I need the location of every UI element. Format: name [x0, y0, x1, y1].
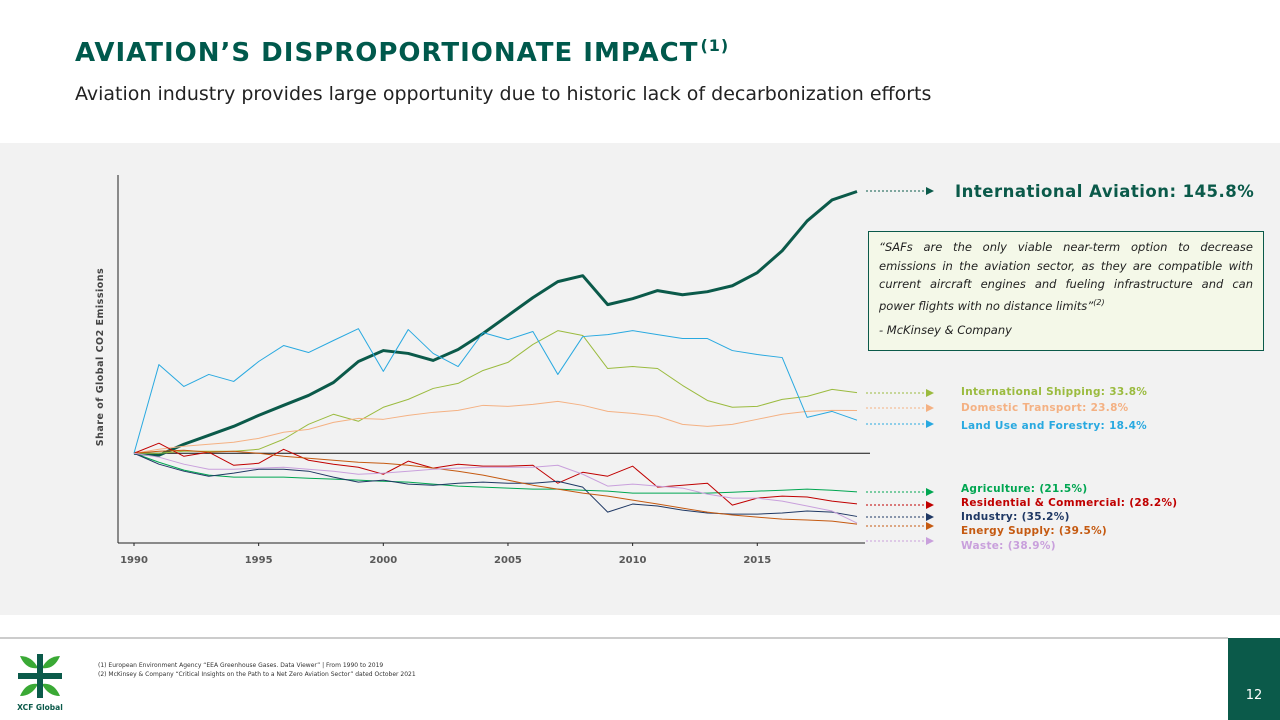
x-tick-label: 1995 [245, 555, 273, 566]
legend-value: (21.5%) [1039, 483, 1087, 495]
chart-band [0, 143, 1280, 615]
legend-name: Waste: [961, 540, 1004, 552]
series-line [134, 330, 858, 454]
series-line [133, 452, 858, 517]
legend-value: 145.8% [1183, 182, 1255, 201]
logo-text: XCF Global [17, 703, 63, 712]
series-line [133, 328, 858, 454]
legend-arrowhead [926, 501, 934, 509]
legend-name: Domestic Transport: [961, 402, 1087, 414]
title-text: AVIATION’S DISPROPORTIONATE IMPACT [75, 38, 698, 68]
legend-arrowhead [926, 522, 934, 530]
legend-entry: Agriculture: (21.5%) [961, 483, 1087, 495]
x-tick-label: 2010 [619, 555, 647, 566]
legend-name: International Shipping: [961, 386, 1105, 398]
legend-arrowhead [926, 187, 934, 195]
footnote: (1) European Environment Agency “EEA Gre… [98, 662, 384, 669]
legend-value: 23.8% [1091, 402, 1129, 414]
page-box [1228, 638, 1280, 720]
legend-arrowhead [926, 404, 934, 412]
legend-arrowhead [926, 488, 934, 496]
x-tick-label: 2000 [369, 555, 397, 566]
legend-entry: Domestic Transport: 23.8% [961, 402, 1129, 414]
legend-name: Industry: [961, 511, 1018, 523]
legend-entry: Industry: (35.2%) [961, 511, 1070, 523]
title-note: (1) [700, 36, 729, 55]
legend-value: (39.5%) [1059, 525, 1107, 537]
footnote: (2) McKinsey & Company “Critical Insight… [98, 671, 416, 678]
page-number: 12 [1246, 688, 1263, 703]
legend-entry: International Aviation: 145.8% [955, 182, 1254, 201]
series-line [133, 400, 858, 454]
series-line [133, 190, 858, 457]
legend-arrowhead [926, 420, 934, 428]
x-tick-label: 2005 [494, 555, 522, 566]
legend-name: Residential & Commercial: [961, 497, 1125, 509]
quote-box: “SAFs are the only viable near-term opti… [868, 231, 1264, 351]
legend-name: International Aviation: [955, 182, 1177, 201]
legend-value: (28.2%) [1129, 497, 1177, 509]
legend-name: Energy Supply: [961, 525, 1055, 537]
legend-entry: Energy Supply: (39.5%) [961, 525, 1107, 537]
quote-source: - McKinsey & Company [879, 322, 1012, 337]
legend-entry: Residential & Commercial: (28.2%) [961, 497, 1177, 509]
legend-value: 18.4% [1109, 420, 1147, 432]
legend-entry: Waste: (38.9%) [961, 540, 1056, 552]
x-tick-label: 2015 [743, 555, 771, 566]
title: AVIATION’S DISPROPORTIONATE IMPACT (1) [75, 36, 729, 68]
quote-note: (2) [1093, 297, 1105, 307]
y-axis-label: Share of Global CO2 Emissions [95, 268, 106, 446]
legend-entry: International Shipping: 33.8% [961, 386, 1147, 398]
legend-value: (38.9%) [1008, 540, 1056, 552]
legend-value: 33.8% [1109, 386, 1147, 398]
quote-text: “SAFs are the only viable near-term opti… [879, 240, 1253, 313]
series-line [133, 449, 858, 525]
subtitle: Aviation industry provides large opportu… [75, 83, 931, 105]
legend-value: (35.2%) [1022, 511, 1070, 523]
legend-arrowhead [926, 513, 934, 521]
legend-entry: Land Use and Forestry: 18.4% [961, 420, 1147, 432]
series-line [133, 452, 858, 494]
series-line [133, 442, 858, 506]
series-line [133, 452, 858, 524]
x-tick-label: 1990 [120, 555, 148, 566]
logo-icon [18, 654, 62, 698]
legend-arrowhead [926, 389, 934, 397]
legend-name: Land Use and Forestry: [961, 420, 1105, 432]
legend-arrowhead [926, 537, 934, 545]
legend-name: Agriculture: [961, 483, 1035, 495]
